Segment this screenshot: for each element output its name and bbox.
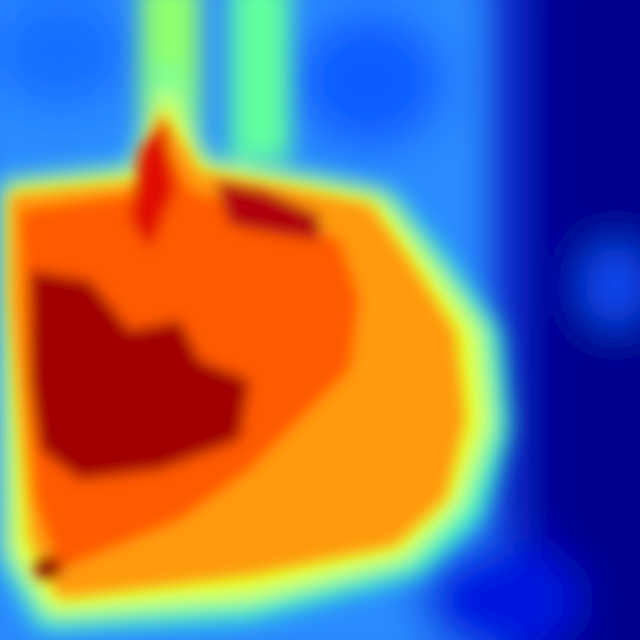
hot-region bbox=[10, 110, 465, 598]
